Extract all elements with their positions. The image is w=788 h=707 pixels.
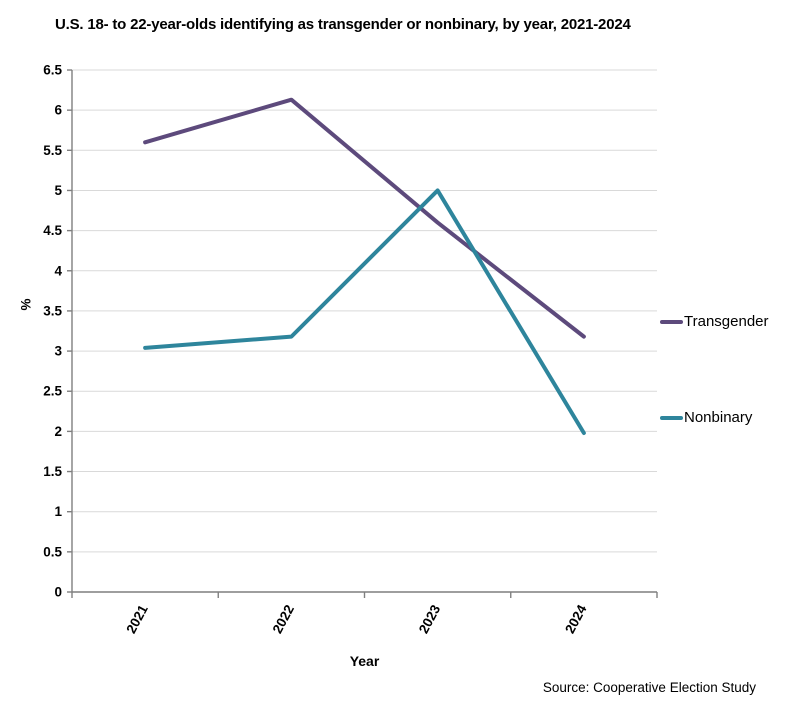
legend-marker-nonbinary-icon <box>660 415 683 420</box>
y-tick-label: 0 <box>54 585 62 600</box>
legend: Transgender Nonbinary <box>660 0 788 707</box>
x-axis-title: Year <box>349 653 380 669</box>
y-tick-label: 3 <box>54 344 62 359</box>
y-tick-label: 2 <box>54 424 62 439</box>
series-line-transgender <box>143 97 586 339</box>
y-tick-label: 6.5 <box>43 63 62 78</box>
y-tick-label: 6 <box>54 103 62 118</box>
chart-title: U.S. 18- to 22-year-olds identifying as … <box>55 16 631 33</box>
x-tick-label: 2021 <box>123 602 151 636</box>
y-tick-label: 0.5 <box>43 544 62 559</box>
legend-label-nonbinary: Nonbinary <box>684 409 753 426</box>
y-tick-label: 4 <box>54 263 62 278</box>
series-line-nonbinary <box>143 188 586 435</box>
y-tick-label: 5 <box>54 183 62 198</box>
y-tick-label: 1 <box>54 504 62 519</box>
y-tick-label: 3.5 <box>43 303 62 318</box>
legend-item-nonbinary: Nonbinary <box>660 409 752 426</box>
y-tick-label: 2.5 <box>43 384 62 399</box>
x-tick-label: 2024 <box>562 602 590 636</box>
y-tick-label: 4.5 <box>43 223 62 238</box>
x-tick-label: 2022 <box>270 602 297 636</box>
y-axis-title: % <box>18 298 34 311</box>
x-tick-label: 2023 <box>416 602 444 636</box>
legend-item-transgender: Transgender <box>660 313 769 330</box>
y-tick-label: 5.5 <box>43 143 62 158</box>
legend-marker-transgender-icon <box>660 319 683 324</box>
legend-label-transgender: Transgender <box>684 313 769 330</box>
y-tick-label: 1.5 <box>43 464 62 479</box>
source-note: Source: Cooperative Election Study <box>542 680 756 695</box>
